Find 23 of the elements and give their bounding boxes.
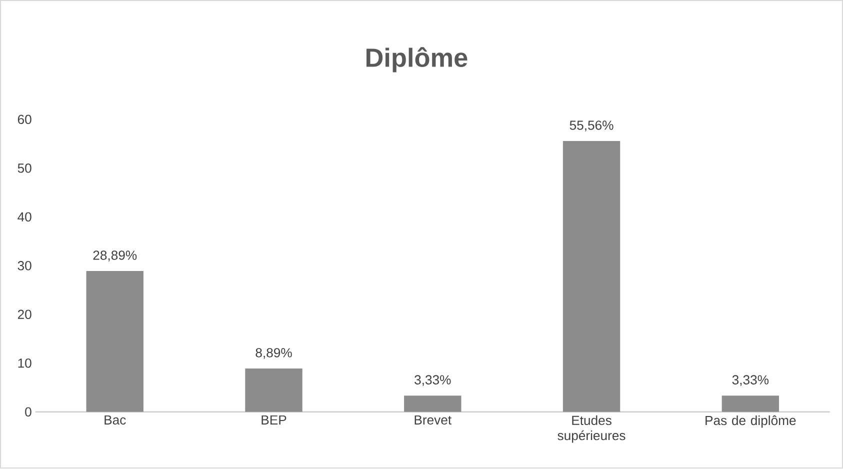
data-label: 28,89% [93, 250, 137, 262]
data-label: 3,33% [414, 375, 451, 386]
y-tick-label: 0 [25, 407, 32, 417]
y-tick-label: 40 [18, 212, 32, 222]
x-tick-label: Brevet [414, 416, 452, 425]
data-label: 8,89% [256, 348, 292, 360]
y-tick-label: 10 [18, 358, 32, 368]
chart-title: Diplôme [366, 47, 468, 72]
y-tick-label: 30 [18, 261, 32, 270]
y-tick-label: 60 [18, 114, 32, 124]
x-tick-label: BEP [262, 416, 286, 425]
bar [404, 396, 462, 412]
x-tick-label: Etudes supérieures [558, 416, 626, 443]
y-tick-label: 20 [18, 310, 32, 320]
data-label: 55,56% [570, 120, 614, 132]
bar [562, 141, 620, 412]
bar [245, 368, 302, 412]
data-label: 3,33% [732, 375, 769, 386]
bar [722, 396, 780, 412]
x-tick-label: Bac [104, 416, 126, 425]
y-tick-label: 50 [18, 164, 32, 174]
x-tick-label: Pas de diplôme [706, 416, 796, 428]
bar [86, 271, 144, 412]
